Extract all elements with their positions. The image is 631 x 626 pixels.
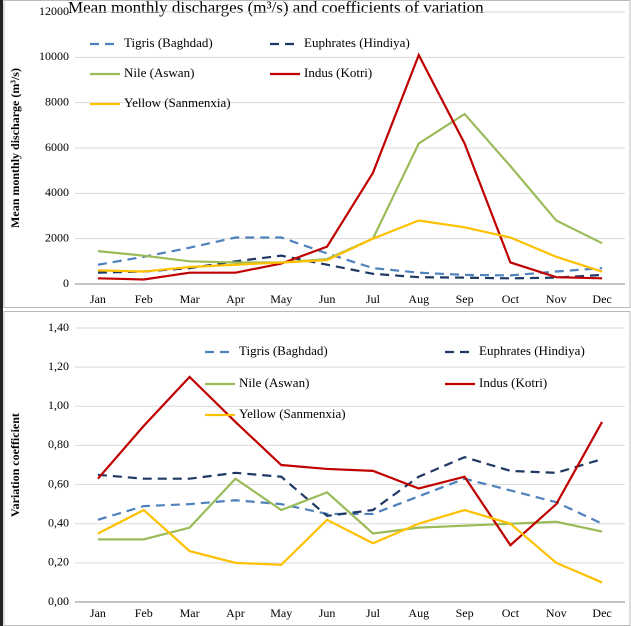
x-tick-label: Jan bbox=[90, 606, 106, 620]
legend-label: Nile (Aswan) bbox=[239, 375, 309, 390]
x-tick-label: Nov bbox=[546, 292, 567, 306]
left-edge bbox=[0, 0, 3, 626]
legend-label: Indus (Kotri) bbox=[304, 65, 372, 80]
series-line bbox=[97, 508, 603, 584]
series-line bbox=[97, 254, 603, 280]
legend-label: Euphrates (Hindiya) bbox=[304, 35, 410, 50]
legend-label: Nile (Aswan) bbox=[124, 65, 194, 80]
legend-label: Euphrates (Hindiya) bbox=[479, 343, 585, 358]
y-tick-label: 0,80 bbox=[48, 437, 69, 451]
x-tick-label: Nov bbox=[546, 606, 567, 620]
series-line bbox=[97, 52, 603, 281]
y-tick-label: 1,20 bbox=[48, 359, 69, 373]
x-tick-label: May bbox=[270, 292, 292, 306]
figure-title: Mean monthly discharges (m³/s) and coeff… bbox=[68, 0, 484, 17]
x-tick-label: Jul bbox=[366, 292, 381, 306]
legend-label: Yellow (Sanmenxia) bbox=[239, 406, 346, 421]
x-tick-label: Jan bbox=[90, 292, 106, 306]
x-tick-label: Feb bbox=[135, 292, 153, 306]
x-tick-label: Apr bbox=[226, 292, 245, 306]
x-tick-label: Mar bbox=[180, 606, 200, 620]
x-tick-label: Jun bbox=[319, 292, 336, 306]
x-tick-label: Jun bbox=[319, 606, 336, 620]
series-line bbox=[97, 236, 603, 277]
y-tick-label: 1,00 bbox=[48, 398, 69, 412]
x-tick-label: Dec bbox=[592, 606, 611, 620]
series-line bbox=[97, 477, 603, 525]
legend-label: Indus (Kotri) bbox=[479, 375, 547, 390]
series-line bbox=[97, 112, 603, 264]
y-tick-label: 4000 bbox=[45, 185, 69, 199]
y-tick-label: 8000 bbox=[45, 94, 69, 108]
x-tick-label: Mar bbox=[180, 292, 200, 306]
x-tick-label: Dec bbox=[592, 292, 611, 306]
y-tick-label: 1,40 bbox=[48, 320, 69, 334]
x-tick-label: Oct bbox=[502, 606, 520, 620]
x-tick-label: Aug bbox=[408, 292, 429, 306]
y-tick-label: 0 bbox=[63, 276, 69, 290]
legend-label: Yellow (Sanmenxia) bbox=[124, 95, 231, 110]
legend-label: Tigris (Baghdad) bbox=[124, 35, 213, 50]
x-tick-label: Sep bbox=[456, 292, 474, 306]
y-tick-label: 6000 bbox=[45, 140, 69, 154]
y-tick-label: 2000 bbox=[45, 230, 69, 244]
x-tick-label: Jul bbox=[366, 606, 381, 620]
x-tick-label: Sep bbox=[456, 606, 474, 620]
top-frame bbox=[3, 0, 631, 308]
legend-label: Tigris (Baghdad) bbox=[239, 343, 328, 358]
series-line bbox=[97, 477, 603, 541]
y-tick-label: 10000 bbox=[39, 49, 69, 63]
x-tick-label: Oct bbox=[502, 292, 520, 306]
y-tick-label: 0,40 bbox=[48, 515, 69, 529]
series-line bbox=[97, 375, 604, 547]
y-axis-label: Mean monthly discharge (m³/s) bbox=[8, 68, 22, 228]
y-axis-label: Variation coefficient bbox=[8, 413, 22, 517]
x-tick-label: Aug bbox=[408, 606, 429, 620]
series-line bbox=[97, 219, 603, 273]
y-tick-label: 0,60 bbox=[48, 476, 69, 490]
y-tick-label: 12000 bbox=[39, 4, 69, 18]
series-line bbox=[97, 456, 603, 518]
x-tick-label: Apr bbox=[226, 606, 245, 620]
y-tick-label: 0,00 bbox=[48, 594, 69, 608]
y-tick-label: 0,20 bbox=[48, 555, 69, 569]
x-tick-label: Feb bbox=[135, 606, 153, 620]
x-tick-label: May bbox=[270, 606, 292, 620]
